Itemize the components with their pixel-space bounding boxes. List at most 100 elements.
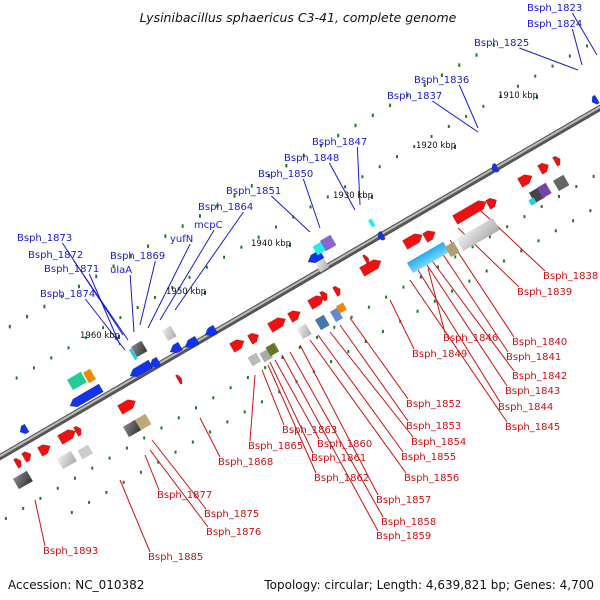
- gene-label-upper[interactable]: Bsph_1873: [17, 233, 72, 244]
- position-marker: 1930 kbp: [333, 191, 373, 201]
- gene-label-upper[interactable]: mcpC: [194, 220, 223, 231]
- gene-label-upper[interactable]: Bsph_1872: [28, 250, 83, 261]
- track-tick: [108, 456, 111, 460]
- accession-text: Accession: NC_010382: [8, 578, 145, 592]
- gene-label-lower[interactable]: Bsph_1856: [404, 473, 459, 484]
- position-marker: 1950 kbp: [166, 287, 206, 297]
- gene-label-upper[interactable]: Bsph_1824: [527, 19, 582, 30]
- gene-label-lower[interactable]: Bsph_1861: [311, 453, 366, 464]
- reverse-gene: [204, 324, 219, 337]
- domain-block: [56, 450, 77, 470]
- gene-label-lower[interactable]: Bsph_1852: [406, 399, 461, 410]
- connector-line: [267, 364, 317, 474]
- gene-label-upper[interactable]: Bsph_1869: [110, 251, 165, 262]
- gene-label-upper[interactable]: Bsph_1848: [284, 153, 339, 164]
- connector-line: [151, 439, 207, 510]
- gene-label-lower[interactable]: Bsph_1841: [506, 352, 561, 363]
- gene-label-lower[interactable]: Bsph_1838: [543, 271, 598, 282]
- gene-label-lower[interactable]: Bsph_1863: [282, 425, 337, 436]
- track-tick: [523, 215, 526, 219]
- gene-label-upper[interactable]: ulaA: [110, 265, 132, 276]
- gene-label-lower[interactable]: Bsph_1862: [314, 473, 369, 484]
- domain-block: [82, 368, 96, 384]
- gene-label-lower[interactable]: Bsph_1846: [443, 333, 498, 344]
- track-tick: [257, 235, 260, 239]
- connector-line: [571, 12, 598, 56]
- domain-block: [265, 342, 280, 357]
- gene-label-upper[interactable]: Bsph_1864: [198, 202, 253, 213]
- gene-label-lower[interactable]: Bsph_1842: [512, 371, 567, 382]
- gene-label-lower[interactable]: Bsph_1877: [157, 490, 212, 501]
- gene-label-lower[interactable]: Bsph_1868: [218, 457, 273, 468]
- gene-label-lower[interactable]: Bsph_1885: [148, 552, 203, 563]
- gene-label-lower[interactable]: Bsph_1854: [411, 437, 466, 448]
- gene-label-lower[interactable]: Bsph_1858: [381, 517, 436, 528]
- connector-line: [269, 361, 314, 454]
- gene-label-lower[interactable]: Bsph_1849: [412, 349, 467, 360]
- track-tick: [416, 309, 419, 313]
- gene-label-lower[interactable]: Bsph_1857: [376, 495, 431, 506]
- track-tick: [568, 54, 571, 58]
- gene-label-lower[interactable]: Bsph_1840: [512, 337, 567, 348]
- gene-label-upper[interactable]: Bsph_1850: [258, 169, 313, 180]
- track-tick: [471, 245, 474, 249]
- gene-label-upper[interactable]: yufN: [170, 234, 193, 245]
- track-tick: [177, 416, 180, 420]
- connector-line: [159, 229, 215, 321]
- connector-line: [249, 374, 256, 442]
- track-tick: [361, 175, 364, 179]
- marker-tick: [536, 95, 538, 99]
- track-tick: [112, 264, 115, 269]
- track-tick: [233, 194, 236, 198]
- track-tick: [246, 376, 249, 380]
- gene-label-lower[interactable]: Bsph_1855: [401, 452, 456, 463]
- track-tick: [84, 336, 87, 340]
- gene-label-upper[interactable]: Bsph_1823: [527, 3, 582, 14]
- gene-label-lower[interactable]: Bsph_1844: [498, 402, 553, 413]
- track-tick: [70, 510, 73, 514]
- gene-label-upper[interactable]: Bsph_1851: [226, 186, 281, 197]
- connector-line: [174, 211, 244, 311]
- domain-block: [77, 444, 93, 460]
- connector-line: [34, 499, 46, 547]
- gene-label-lower[interactable]: Bsph_1859: [376, 531, 431, 542]
- forward-gene: [552, 155, 561, 167]
- gene-label-lower[interactable]: Bsph_1843: [505, 386, 560, 397]
- track-tick: [32, 366, 35, 370]
- position-marker: 1920 kbp: [416, 141, 456, 151]
- track-tick: [15, 376, 18, 380]
- domain-block: [329, 307, 343, 323]
- gene-label-lower[interactable]: Bsph_1853: [406, 421, 461, 432]
- forward-gene: [307, 295, 325, 310]
- forward-gene: [37, 444, 51, 457]
- marker-tick: [289, 243, 291, 247]
- gene-label-upper[interactable]: Bsph_1874: [40, 289, 95, 300]
- gene-label-upper[interactable]: Bsph_1825: [474, 38, 529, 49]
- gene-label-upper[interactable]: Bsph_1847: [312, 137, 367, 148]
- gene-label-lower[interactable]: Bsph_1865: [248, 441, 303, 452]
- track-tick: [447, 124, 450, 128]
- connector-line: [274, 359, 320, 440]
- forward-gene: [422, 230, 436, 243]
- connector-line: [356, 146, 361, 206]
- track-tick: [88, 500, 91, 504]
- gene-label-upper[interactable]: Bsph_1836: [414, 75, 469, 86]
- track-tick: [223, 255, 226, 259]
- gene-label-lower[interactable]: Bsph_1839: [517, 287, 572, 298]
- gene-label-lower[interactable]: Bsph_1876: [206, 527, 261, 538]
- gene-label-lower[interactable]: Bsph_1875: [204, 509, 259, 520]
- track-tick: [298, 345, 301, 349]
- track-tick: [451, 289, 454, 293]
- domain-block: [528, 197, 537, 206]
- genome-summary-text: Topology: circular; Length: 4,639,821 bp…: [264, 578, 594, 592]
- gene-label-upper[interactable]: Bsph_1871: [44, 264, 99, 275]
- track-tick: [39, 496, 42, 500]
- connector-line: [519, 47, 579, 71]
- connector-line: [88, 273, 121, 346]
- domain-block: [314, 314, 330, 331]
- gene-label-lower[interactable]: Bsph_1845: [505, 422, 560, 433]
- gene-label-lower[interactable]: Bsph_1893: [43, 546, 98, 557]
- gene-label-upper[interactable]: Bsph_1837: [387, 91, 442, 102]
- connector-line: [571, 28, 583, 66]
- gene-label-lower[interactable]: Bsph_1860: [317, 439, 372, 450]
